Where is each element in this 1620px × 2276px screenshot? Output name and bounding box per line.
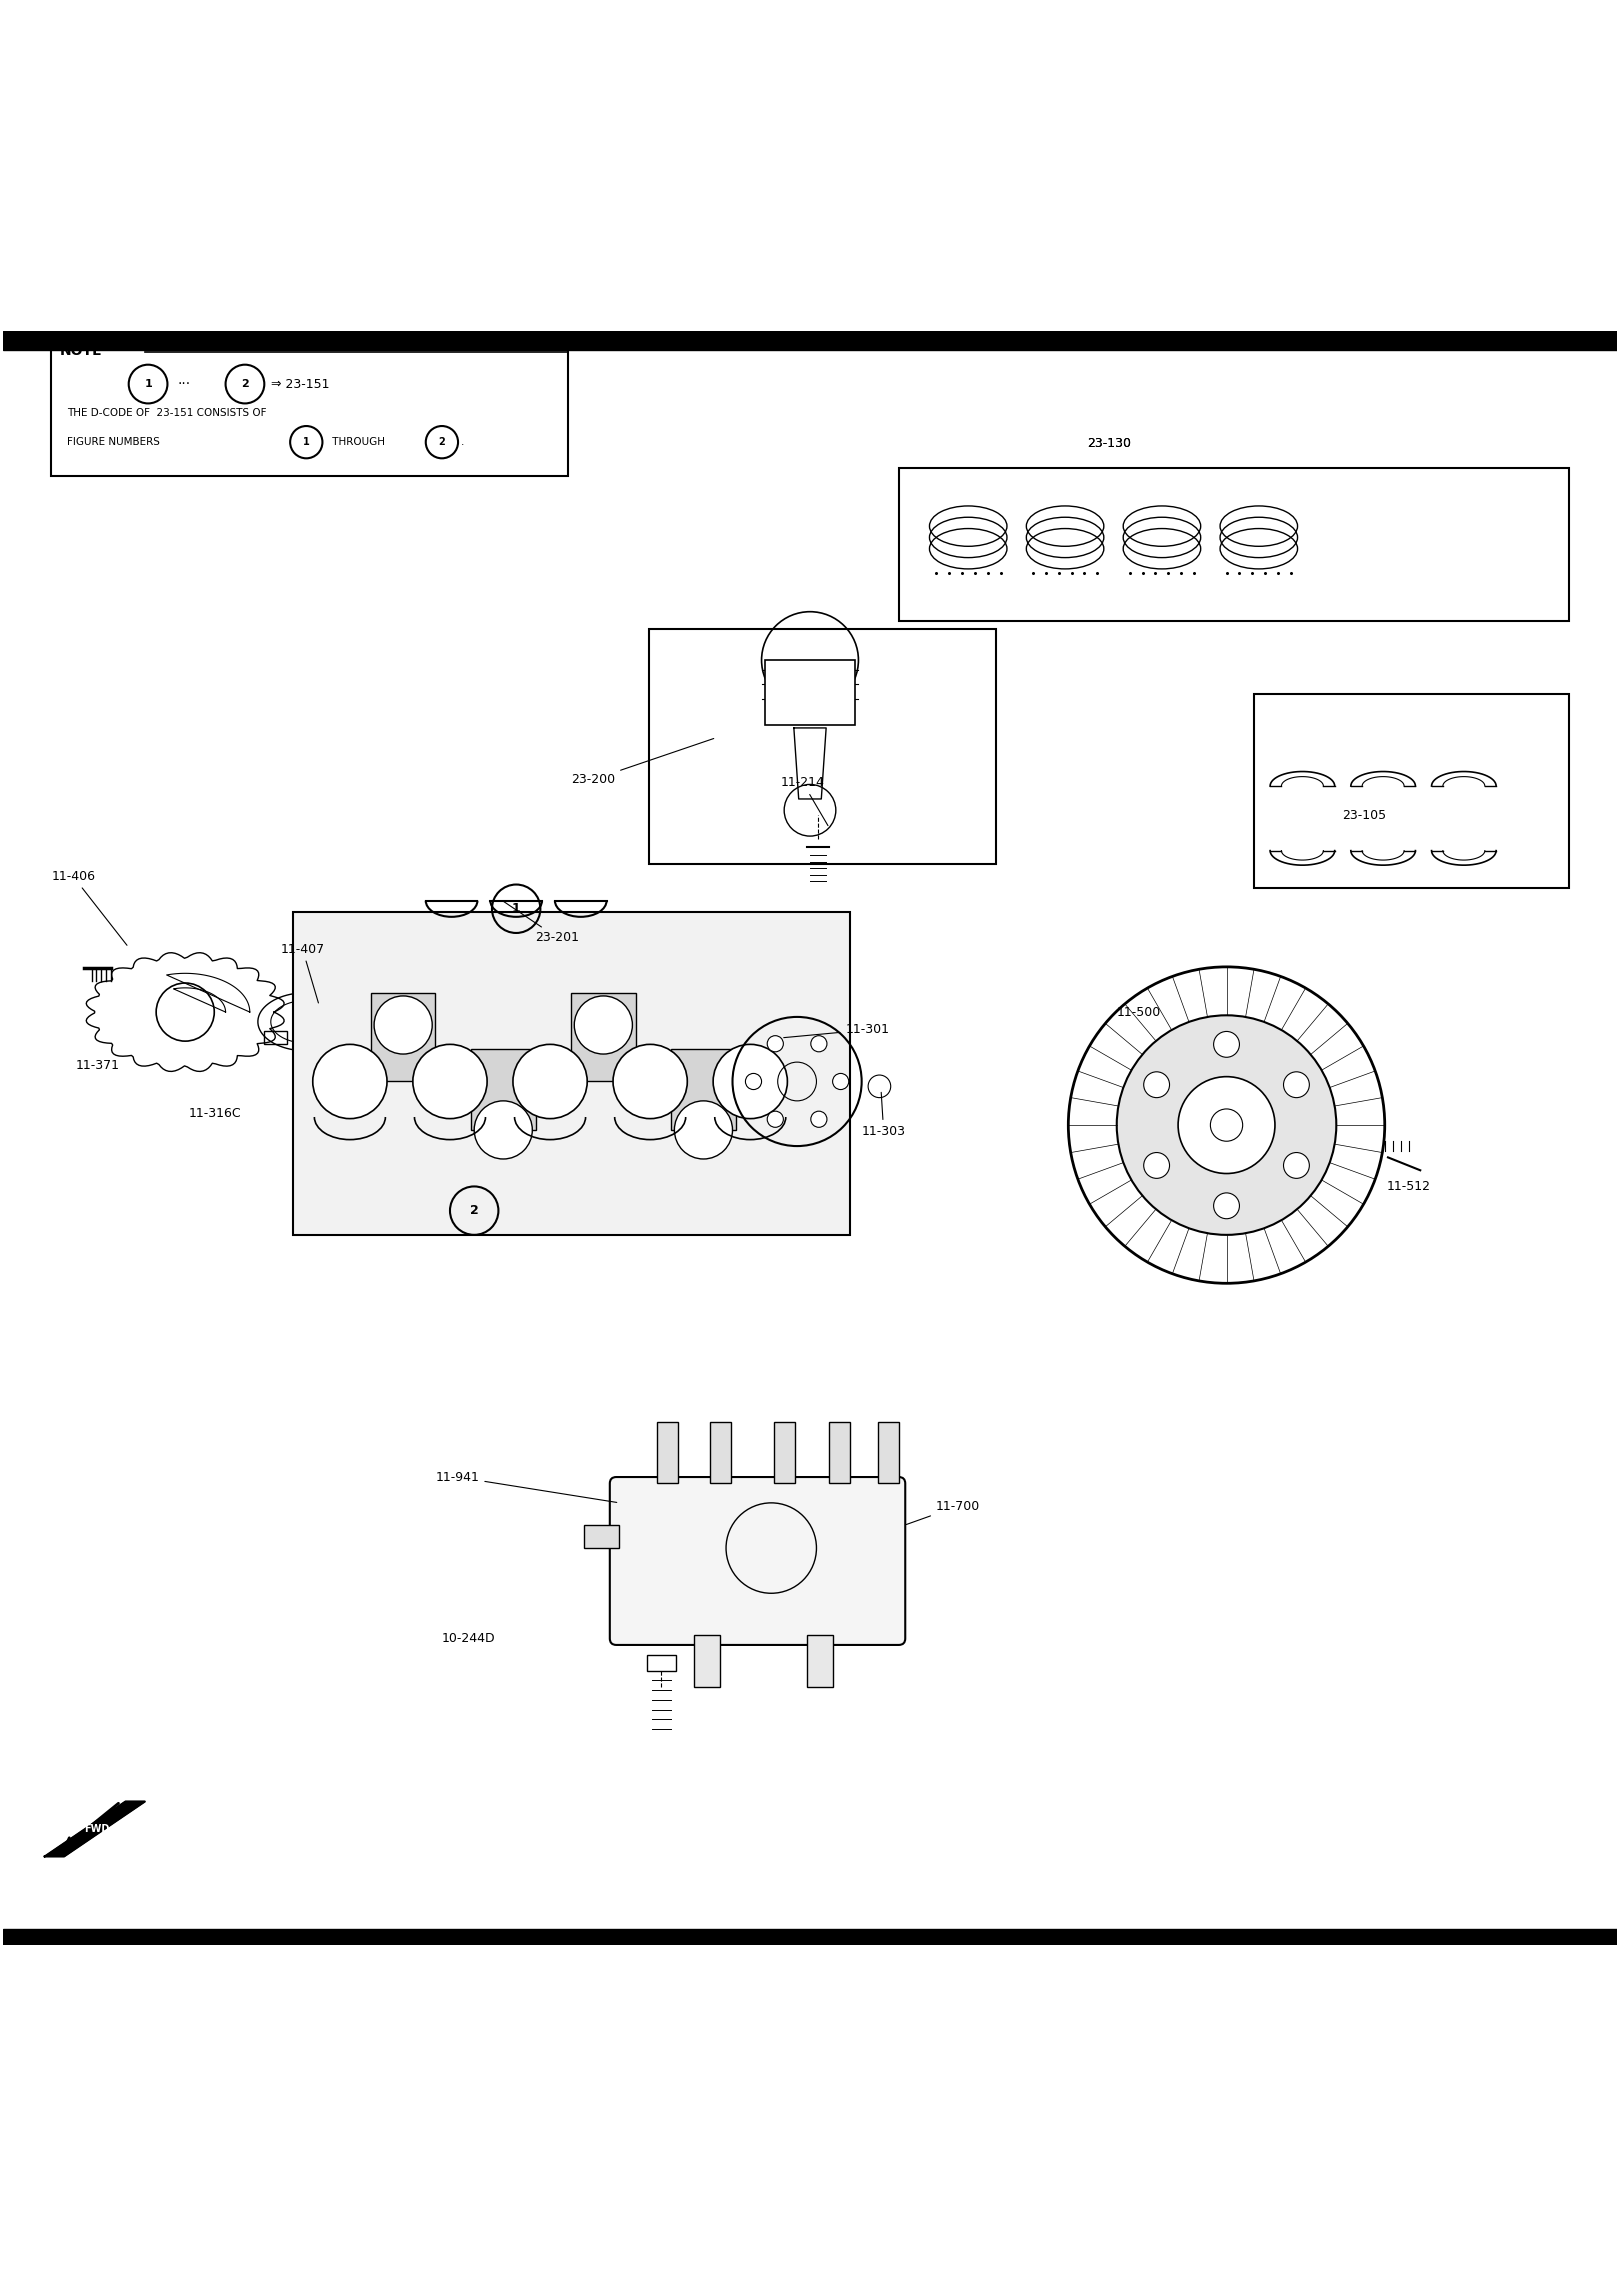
Bar xyxy=(693,1634,719,1687)
Text: 1: 1 xyxy=(303,437,309,446)
Circle shape xyxy=(514,1045,586,1118)
Circle shape xyxy=(1283,1072,1309,1097)
Circle shape xyxy=(1144,1152,1170,1179)
Bar xyxy=(829,1422,851,1484)
Text: 11-214: 11-214 xyxy=(781,776,828,826)
Bar xyxy=(471,1049,536,1129)
Bar xyxy=(264,1031,287,1045)
Bar xyxy=(572,992,635,1081)
Circle shape xyxy=(1178,1077,1275,1174)
Bar xyxy=(656,1422,677,1484)
Circle shape xyxy=(713,1045,787,1118)
Text: 11-700: 11-700 xyxy=(906,1500,980,1525)
Text: 23-200: 23-200 xyxy=(572,737,714,785)
Circle shape xyxy=(1116,1015,1336,1236)
Bar xyxy=(671,1049,735,1129)
Text: FWD: FWD xyxy=(84,1823,109,1834)
Bar xyxy=(3,330,1617,351)
Bar xyxy=(293,913,850,1236)
Text: 2: 2 xyxy=(439,437,446,446)
Bar xyxy=(583,1525,619,1548)
Bar xyxy=(765,660,855,724)
Text: 11-941: 11-941 xyxy=(436,1470,617,1502)
Bar xyxy=(52,339,569,476)
Circle shape xyxy=(1144,1072,1170,1097)
Bar xyxy=(648,630,996,863)
Text: 23-130: 23-130 xyxy=(1087,437,1131,451)
Text: 23-130: 23-130 xyxy=(1087,437,1131,451)
Circle shape xyxy=(745,1074,761,1090)
Text: 2: 2 xyxy=(241,380,249,389)
Text: THE D-CODE OF  23-151 CONSISTS OF: THE D-CODE OF 23-151 CONSISTS OF xyxy=(68,407,267,419)
Circle shape xyxy=(475,1102,533,1158)
Text: 11-500: 11-500 xyxy=(1116,1006,1162,1020)
Text: 11-301: 11-301 xyxy=(784,1024,889,1038)
Circle shape xyxy=(575,997,632,1054)
Text: 11-303: 11-303 xyxy=(862,1092,906,1138)
Circle shape xyxy=(313,1045,387,1118)
Text: NOTE: NOTE xyxy=(60,344,102,357)
Bar xyxy=(878,1422,899,1484)
Circle shape xyxy=(768,1036,784,1052)
Text: 23-105: 23-105 xyxy=(1341,808,1385,822)
Text: .: . xyxy=(462,437,465,446)
Circle shape xyxy=(1283,1152,1309,1179)
Circle shape xyxy=(1213,1193,1239,1218)
Circle shape xyxy=(413,1045,488,1118)
Text: 11-407: 11-407 xyxy=(280,942,324,1004)
Text: 1: 1 xyxy=(144,380,152,389)
Circle shape xyxy=(768,1111,784,1127)
Circle shape xyxy=(374,997,433,1054)
Circle shape xyxy=(833,1074,849,1090)
Text: 1: 1 xyxy=(512,901,520,915)
Circle shape xyxy=(612,1045,687,1118)
Text: 11-371: 11-371 xyxy=(76,1058,120,1072)
Text: 11-316C: 11-316C xyxy=(188,1108,241,1120)
Bar xyxy=(646,1655,676,1671)
Bar xyxy=(1254,694,1568,888)
Text: THROUGH: THROUGH xyxy=(329,437,389,446)
FancyBboxPatch shape xyxy=(609,1477,906,1646)
Circle shape xyxy=(674,1102,732,1158)
Text: ···: ··· xyxy=(177,378,190,391)
Text: ⇒ 23-151: ⇒ 23-151 xyxy=(271,378,329,391)
Bar xyxy=(807,1634,833,1687)
Text: FIGURE NUMBERS: FIGURE NUMBERS xyxy=(68,437,164,446)
Bar xyxy=(899,469,1568,621)
Bar xyxy=(3,1930,1617,1946)
Text: 11-512: 11-512 xyxy=(1387,1179,1430,1193)
Text: 10-244D: 10-244D xyxy=(442,1632,496,1646)
Text: 11-406: 11-406 xyxy=(52,869,126,945)
Circle shape xyxy=(1213,1031,1239,1058)
Text: 2: 2 xyxy=(470,1204,478,1218)
Circle shape xyxy=(810,1036,826,1052)
Text: 23-201: 23-201 xyxy=(502,901,580,945)
Polygon shape xyxy=(45,1803,144,1857)
Bar xyxy=(710,1422,731,1484)
Circle shape xyxy=(810,1111,826,1127)
Bar xyxy=(774,1422,795,1484)
Bar xyxy=(371,992,436,1081)
